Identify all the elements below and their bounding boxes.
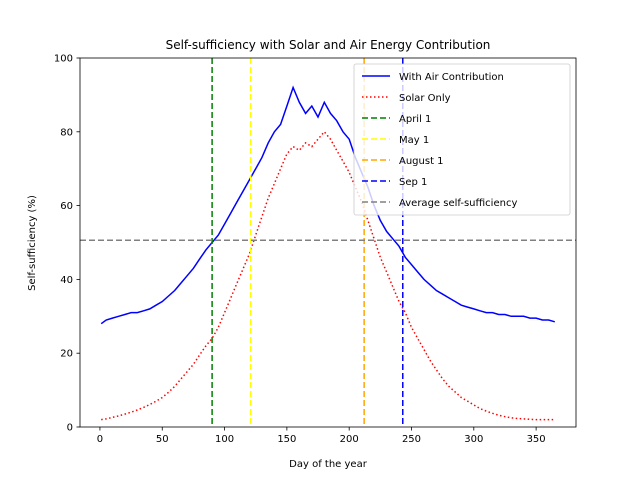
y-tick-label-4: 80: [60, 127, 73, 138]
x-tick-label-4: 200: [340, 434, 359, 445]
legend-label-4: August 1: [399, 156, 444, 167]
x-tick-label-5: 250: [402, 434, 421, 445]
y-tick-label-3: 60: [60, 201, 73, 212]
legend-label-0: With Air Contribution: [399, 72, 504, 83]
legend-box: [353, 63, 571, 216]
x-tick-label-7: 350: [527, 434, 546, 445]
x-tick-label-6: 300: [464, 434, 483, 445]
y-tick-label-0: 0: [67, 423, 73, 434]
chart-title: Self-sufficiency with Solar and Air Ener…: [166, 38, 491, 52]
x-tick-label-0: 0: [97, 434, 103, 445]
axes-frame: [79, 57, 577, 428]
y-tick-label-5: 100: [54, 54, 73, 65]
x-tick-label-3: 150: [277, 434, 296, 445]
legend-label-2: April 1: [399, 114, 431, 125]
legend-label-3: May 1: [399, 135, 429, 146]
plot-area: [80, 58, 576, 427]
y-axis-label: Self-sufficiency (%): [27, 195, 38, 291]
x-tick-label-1: 50: [156, 434, 169, 445]
axes: 0 50 100 150 200 250 300 350 0 20 40 60 80 100: [54, 54, 577, 445]
series-line-1: [101, 130, 555, 421]
y-tick-label-1: 20: [60, 349, 73, 360]
legend: With Air Contribution Solar Only April 1 Ma…: [353, 63, 571, 216]
legend-label-5: Sep 1: [399, 177, 427, 188]
series-line-0: [100, 85, 556, 325]
legend-label-1: Solar Only: [399, 93, 451, 104]
legend-label-6: Average self-sufficiency: [399, 198, 517, 209]
y-tick-label-2: 40: [60, 275, 73, 286]
x-axis-label: Day of the year: [289, 459, 368, 470]
x-tick-label-2: 100: [215, 434, 234, 445]
